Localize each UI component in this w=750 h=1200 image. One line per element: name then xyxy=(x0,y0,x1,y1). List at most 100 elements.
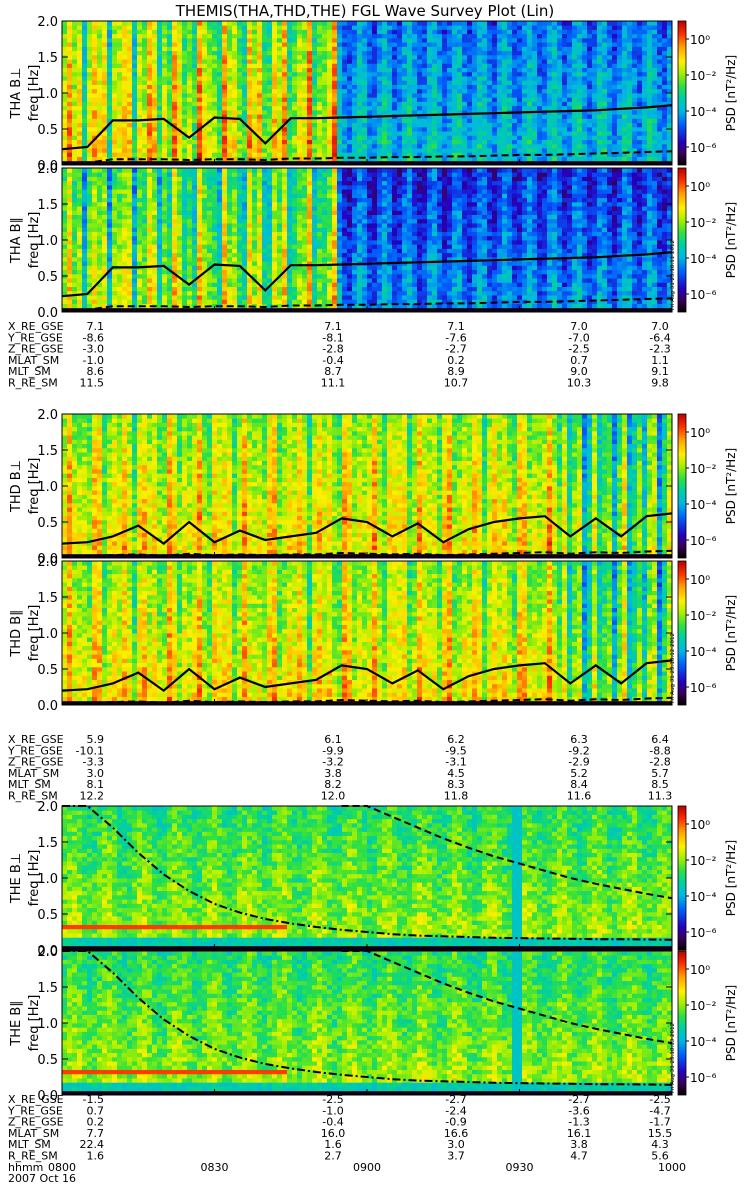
ephemeris-value: 3.0 xyxy=(87,767,105,780)
ephemeris-value: 7.0 xyxy=(570,320,588,333)
ephemeris-value: 8.6 xyxy=(87,365,105,378)
colorbar-tick-label: 10⁰ xyxy=(690,573,710,587)
ephemeris-value: -1.5 xyxy=(83,1093,104,1106)
ephemeris-value: 8.2 xyxy=(324,778,342,791)
colorbar-label: PSD [nT²/Hz] xyxy=(724,840,738,916)
ephemeris-value: -0.4 xyxy=(322,354,343,367)
colorbar-tick-label: 10⁰ xyxy=(690,426,710,440)
dashed-line xyxy=(61,297,673,312)
colorbar-tick-label: 10⁻⁴ xyxy=(690,1035,717,1049)
ephemeris-value: 8.1 xyxy=(87,778,105,791)
colorbar-tick-label: 10⁰ xyxy=(690,963,710,977)
ephemeris-value: -7.0 xyxy=(568,331,589,344)
colorbar xyxy=(677,413,687,559)
y-tick-label: 0.0 xyxy=(37,1089,58,1104)
ephemeris-value: -6.4 xyxy=(649,331,670,344)
ephemeris-value: -2.9 xyxy=(568,756,589,769)
ephemeris-value: -9.9 xyxy=(322,744,343,757)
colorbar-tick-label: 10⁰ xyxy=(690,818,710,832)
y-axis-label: freq [Hz] xyxy=(27,850,42,907)
ephemeris-label: MLAT_SM xyxy=(8,354,59,367)
colorbar-tick-label: 10⁻⁶ xyxy=(690,1071,717,1085)
colorbar-tick-label: 10⁻² xyxy=(690,216,717,230)
y-tick-label: 0.5 xyxy=(37,123,58,138)
ephemeris-value: 9.1 xyxy=(651,365,669,378)
date-label: 2007 Oct 16 xyxy=(8,1172,76,1185)
time-tick-label: 0800 xyxy=(48,1161,76,1174)
y-tick-label: 1.0 xyxy=(37,1017,58,1032)
colorbar-tick-label: 10⁻² xyxy=(690,609,717,623)
spectrogram-panel-5: 0.0 0.5 1.0 1.5 2.0 freq [Hz]THE B⊥ 10⁰ 10⁻² 10⁻… xyxy=(9,800,738,959)
ephemeris-value: -2.7 xyxy=(445,343,466,356)
ephemeris-value: -3.6 xyxy=(568,1104,589,1117)
spectrogram-panel-1: 0.0 0.5 1.0 1.5 2.0 freq [Hz]THA B⊥ 10⁰ 10⁻² 10⁻… xyxy=(9,15,738,174)
ephemeris-label: R_RE_SM xyxy=(8,377,58,390)
gyrofrequency-line xyxy=(61,251,673,298)
ephemeris-value: 4.3 xyxy=(651,1138,669,1151)
ephemeris-value: 8.5 xyxy=(651,778,669,791)
colorbar-tick-label: 10⁻⁶ xyxy=(690,681,717,695)
ephemeris-value: -1.7 xyxy=(649,1116,670,1129)
y-tick-label: 2.0 xyxy=(37,162,58,177)
ephemeris-value: 5.2 xyxy=(570,767,588,780)
dashed-line xyxy=(341,805,673,900)
ephemeris-value: 6.1 xyxy=(324,733,342,746)
ephemeris-value: -2.5 xyxy=(322,1093,343,1106)
panel-label: THE B∥ xyxy=(9,1000,24,1046)
ephemeris-value: 16.1 xyxy=(567,1127,592,1140)
ephemeris-value: 11.6 xyxy=(567,790,592,803)
figure-title: THEMIS(THA,THD,THE) FGL Wave Survey Plot… xyxy=(175,2,554,20)
ephemeris-value: 7.1 xyxy=(447,320,465,333)
ephemeris-value: 11.8 xyxy=(444,790,469,803)
spectrogram-panel-4: 0.0 0.5 1.0 1.5 2.0 freq [Hz]THD B∥ 10⁰ 10⁻² 10⁻… xyxy=(9,555,738,714)
ephemeris-value: -0.9 xyxy=(445,1116,466,1129)
colorbar-tick-label: 10⁰ xyxy=(690,33,710,47)
ephemeris-value: 9.0 xyxy=(570,365,588,378)
ephemeris-value: 10.7 xyxy=(444,377,469,390)
ephemeris-value: 5.6 xyxy=(651,1150,669,1163)
ephemeris-label: MLT_SM xyxy=(8,1138,51,1151)
ephemeris-label: MLT_SM xyxy=(8,778,51,791)
ephemeris-value: -2.3 xyxy=(649,343,670,356)
ephemeris-block-3: X_RE_GSE -1.5 -2.5 -2.7 -2.7 -2.5 Y_RE_GSE 0.7 -… xyxy=(7,1093,672,1163)
y-tick-label: 0.5 xyxy=(37,663,58,678)
ephemeris-value: -4.7 xyxy=(649,1104,670,1117)
y-tick-label: 2.0 xyxy=(37,408,58,423)
colorbar-tick-label: 10⁻⁶ xyxy=(690,288,717,302)
timestamp-stamp: Fri Aug 31 23:18:13 2012 xyxy=(670,1023,676,1093)
dashed-line xyxy=(61,549,673,558)
y-tick-label: 2.0 xyxy=(37,945,58,960)
ephemeris-value: 7.7 xyxy=(87,1127,105,1140)
spectrogram-panel-2: 0.0 0.5 1.0 1.5 2.0 freq [Hz]THA B∥ 10⁰ 10⁻² 10⁻… xyxy=(9,162,738,321)
colorbar-label: PSD [nT²/Hz] xyxy=(724,985,738,1061)
colorbar-tick-label: 10⁻⁶ xyxy=(690,141,717,155)
ephemeris-value: 4.5 xyxy=(447,767,465,780)
heatmap-cells xyxy=(62,168,673,313)
ephemeris-value: 12.2 xyxy=(80,790,105,803)
dash-dot-line xyxy=(62,805,673,941)
y-tick-label: 0.5 xyxy=(37,270,58,285)
ephemeris-label: Y_RE_GSE xyxy=(7,1104,63,1117)
ephemeris-label: X_RE_GSE xyxy=(8,320,64,333)
ephemeris-value: 8.3 xyxy=(447,778,465,791)
ephemeris-value: 6.4 xyxy=(651,733,669,746)
spectrogram-panel-3: 0.0 0.5 1.0 1.5 2.0 freq [Hz]THD B⊥ 10⁰ 10⁻² 10⁻… xyxy=(9,408,738,567)
y-tick-label: 1.5 xyxy=(37,836,58,851)
colorbar-label: PSD [nT²/Hz] xyxy=(724,448,738,524)
timestamp-stamp: Fri Aug 31 23:18:12 2012 xyxy=(670,633,676,703)
ephemeris-value: -1.0 xyxy=(83,354,104,367)
ephemeris-value: -2.8 xyxy=(649,756,670,769)
ephemeris-value: -0.4 xyxy=(322,1116,343,1129)
dashed-line xyxy=(61,696,673,705)
colorbar-tick-label: 10⁻⁴ xyxy=(690,890,717,904)
panel-label: THD B⊥ xyxy=(9,460,24,513)
y-tick-label: 0.5 xyxy=(37,516,58,531)
timestamp-stamp: Fri Aug 31 23:18:11 2012 xyxy=(670,240,676,310)
dashed-line xyxy=(341,950,673,1045)
ephemeris-block-2: X_RE_GSE 5.9 6.1 6.2 6.3 6.4 Y_RE_GSE -10.1 -9.9… xyxy=(7,733,672,803)
ephemeris-value: -10.1 xyxy=(76,744,104,757)
ephemeris-value: 11.5 xyxy=(80,377,105,390)
y-tick-label: 0.5 xyxy=(37,908,58,923)
y-axis-label: freq [Hz] xyxy=(27,65,42,122)
colorbar-tick-label: 10⁻² xyxy=(690,854,717,868)
